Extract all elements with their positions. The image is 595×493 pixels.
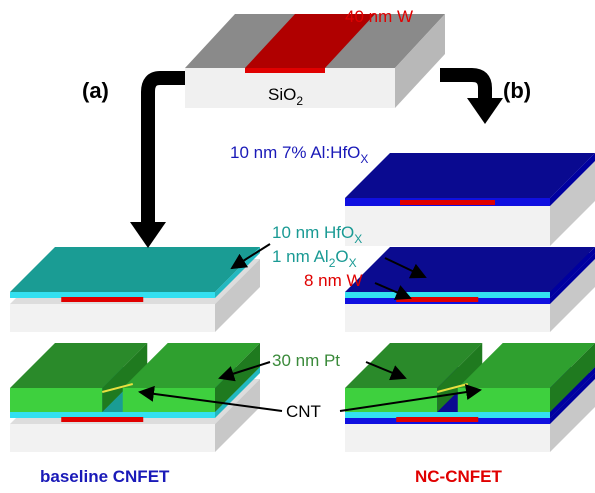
diagram: 40 nm W SiO2 (a) (b) 10 nm 7% Al:HfOX 10… <box>0 0 595 493</box>
label-alo: 1 nm Al2OX <box>272 247 357 270</box>
gate-metal <box>396 417 478 422</box>
text: 10 nm HfO <box>272 223 354 242</box>
label-top-metal: 40 nm W <box>345 7 413 26</box>
arrowhead-a <box>130 222 166 248</box>
arrowhead-b <box>467 98 503 124</box>
process-arrow-b <box>440 75 485 100</box>
slab-front <box>10 424 215 452</box>
subscript: X <box>360 152 368 166</box>
text: SiO <box>268 85 296 104</box>
w-stripe-front <box>245 68 325 73</box>
label-branch-b: (b) <box>503 78 531 103</box>
label-branch-a: (a) <box>82 78 109 103</box>
label-cnt: CNT <box>286 402 321 421</box>
subscript: 2 <box>296 94 303 108</box>
slab-front <box>345 206 550 246</box>
label-device-a: baseline CNFET <box>40 467 170 486</box>
label-gate-metal: 8 nm W <box>304 271 363 290</box>
slab-front <box>10 304 215 332</box>
label-device-b: NC-CNFET <box>415 467 502 486</box>
slab-front <box>345 424 550 452</box>
gate-metal <box>61 417 143 422</box>
subscript: X <box>349 256 357 270</box>
gate-metal <box>61 297 143 302</box>
label-contacts: 30 nm Pt <box>272 351 340 370</box>
slab-front <box>10 388 102 412</box>
slab-front <box>345 304 550 332</box>
process-arrow-a <box>148 78 185 225</box>
subscript: X <box>354 232 362 246</box>
text: 1 nm Al <box>272 247 329 266</box>
text: 10 nm 7% Al:HfO <box>230 143 360 162</box>
gate-metal <box>400 200 495 205</box>
label-ferroelectric: 10 nm 7% Al:HfOX <box>230 143 368 166</box>
text: O <box>335 247 348 266</box>
